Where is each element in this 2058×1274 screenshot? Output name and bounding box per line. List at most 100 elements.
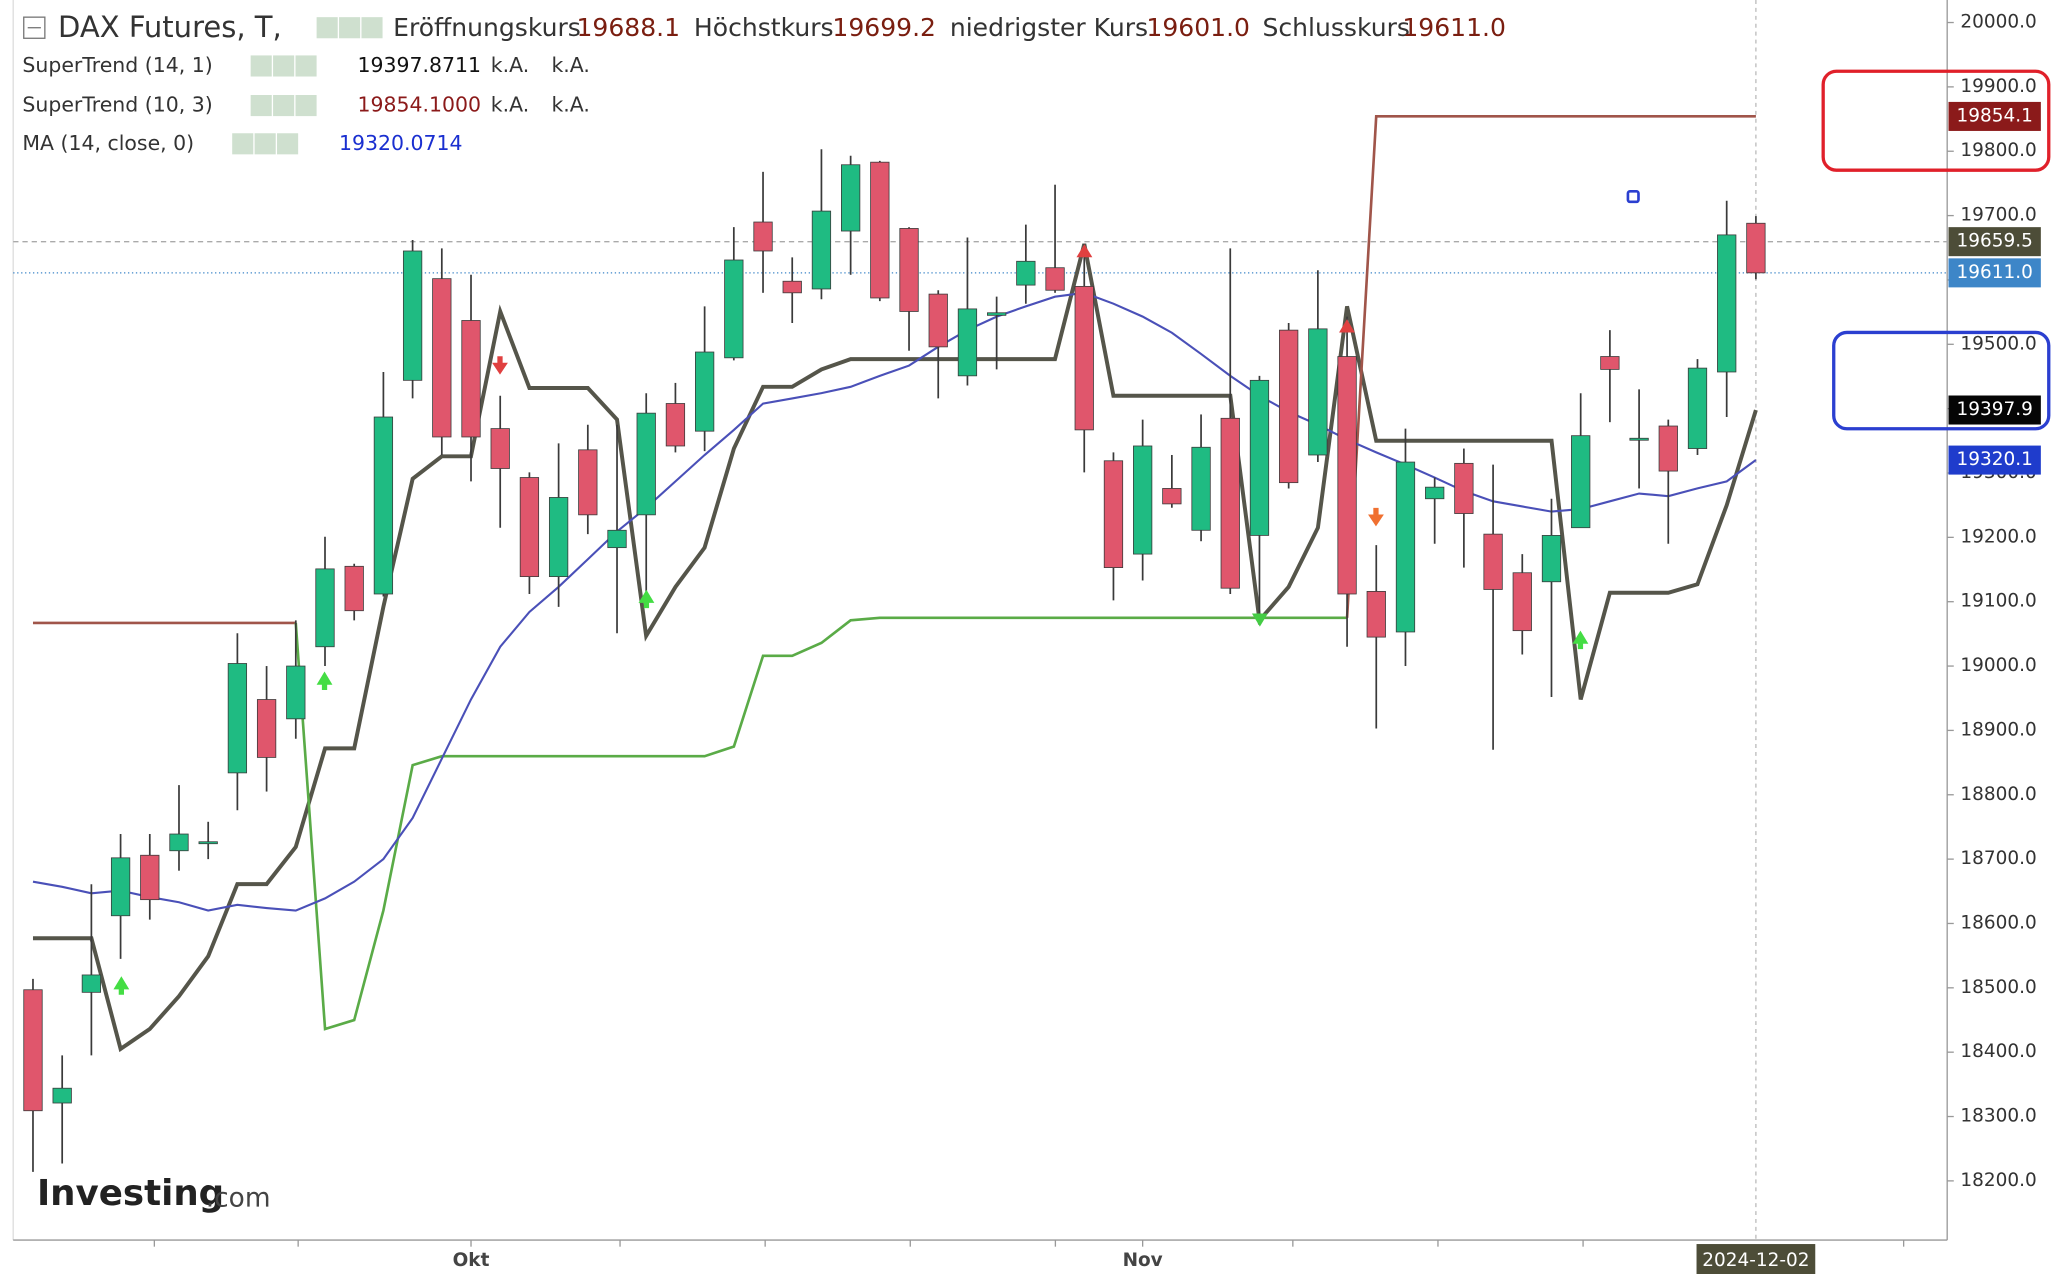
x-tick-label: Nov bbox=[1123, 1250, 1163, 1271]
price-badge bbox=[1948, 258, 2041, 288]
candle-body bbox=[753, 221, 773, 252]
price-badge-label: 19659.5 bbox=[1957, 231, 2033, 252]
candle-body bbox=[1483, 533, 1503, 590]
indicator-icon[interactable] bbox=[277, 133, 299, 155]
indicator-lines bbox=[13, 115, 1948, 1053]
legend-extra: k.A. bbox=[491, 93, 529, 117]
ohlc-value: 19699.2 bbox=[832, 13, 936, 42]
candle-body bbox=[724, 259, 744, 359]
chart-title: DAX Futures, T, bbox=[58, 10, 282, 44]
candles bbox=[23, 149, 1766, 1172]
candle-body bbox=[1308, 328, 1328, 456]
candle-body bbox=[344, 565, 364, 612]
legend-extra: k.A. bbox=[551, 93, 589, 117]
candle-body bbox=[1337, 356, 1357, 595]
candle-body bbox=[1541, 535, 1562, 583]
candle-body bbox=[1395, 461, 1416, 633]
sell-signal bbox=[1368, 507, 1384, 527]
y-tick-label: 19900.0 bbox=[1960, 76, 2036, 97]
indicator-icon[interactable] bbox=[316, 17, 338, 39]
candle-body bbox=[870, 161, 890, 299]
candle-body bbox=[169, 833, 189, 852]
candle-body bbox=[1249, 379, 1270, 536]
candle-body bbox=[1103, 460, 1124, 568]
legend-value: 19854.1000 bbox=[358, 93, 482, 117]
collapse-box[interactable] bbox=[23, 16, 46, 39]
legend-extra: k.A. bbox=[491, 53, 529, 77]
legend-name: SuperTrend (10, 3) bbox=[22, 93, 212, 117]
candle-body bbox=[1191, 446, 1211, 531]
ohlc-name: Eröffnungskurs bbox=[393, 13, 581, 42]
highlight-blue bbox=[1832, 330, 2051, 431]
sell-signal bbox=[1339, 319, 1355, 333]
indicator-line bbox=[32, 243, 1758, 1053]
candle-body bbox=[198, 841, 218, 845]
candle-body bbox=[1074, 285, 1094, 431]
candle-body bbox=[1746, 222, 1766, 274]
price-badge bbox=[1948, 395, 2041, 425]
ohlc-name: Schlusskurs bbox=[1263, 13, 1410, 42]
watermark: Investing bbox=[37, 1173, 224, 1214]
candle-body bbox=[1162, 488, 1182, 505]
price-badge bbox=[1948, 227, 2041, 257]
y-tick-label: 19700.0 bbox=[1960, 205, 2036, 226]
ohlc-value: 19688.1 bbox=[577, 13, 681, 42]
candle-body bbox=[1571, 435, 1591, 529]
candle-body bbox=[402, 250, 423, 381]
candle-body bbox=[461, 320, 481, 438]
candle-body bbox=[811, 210, 832, 290]
y-tick-label: 19500.0 bbox=[1960, 333, 2036, 354]
candle-body bbox=[548, 497, 569, 578]
candle-body bbox=[957, 308, 978, 377]
y-tick-label: 18500.0 bbox=[1960, 977, 2036, 998]
y-tick-label: 18600.0 bbox=[1960, 912, 2036, 933]
legend-value: 19320.0714 bbox=[339, 131, 463, 155]
candle-body bbox=[665, 403, 686, 447]
indicator-icon[interactable] bbox=[339, 17, 361, 39]
x-tick-label: Okt bbox=[453, 1250, 490, 1271]
x-tick-label: 2024-12-02 bbox=[1702, 1250, 1809, 1271]
candle-body bbox=[23, 989, 43, 1112]
signal-arrows bbox=[113, 244, 1589, 995]
candle-body bbox=[694, 351, 715, 432]
indicator-line bbox=[1345, 115, 1756, 618]
indicator-icon[interactable] bbox=[361, 17, 383, 39]
y-tick-label: 18800.0 bbox=[1960, 784, 2036, 805]
indicator-icon[interactable] bbox=[273, 55, 295, 77]
candle-body bbox=[432, 278, 452, 438]
indicator-icon[interactable] bbox=[295, 94, 317, 117]
y-tick-label: 19800.0 bbox=[1960, 140, 2036, 161]
y-tick-label: 18300.0 bbox=[1960, 1106, 2036, 1127]
legend-name: MA (14, close, 0) bbox=[22, 131, 194, 155]
candle-body bbox=[636, 412, 656, 516]
candle-body bbox=[256, 699, 277, 758]
x-axis-ticks bbox=[153, 1240, 1905, 1247]
legend-name: SuperTrend (14, 1) bbox=[22, 53, 212, 77]
watermark-suffix: .com bbox=[206, 1184, 271, 1214]
candle-body bbox=[286, 665, 306, 720]
candle-body bbox=[373, 416, 394, 595]
price-badge-label: 19320.1 bbox=[1957, 449, 2033, 470]
indicator-icon[interactable] bbox=[250, 55, 272, 77]
candle-body bbox=[1220, 417, 1240, 589]
indicator-icon[interactable] bbox=[232, 133, 254, 155]
candle-body bbox=[227, 663, 248, 774]
y-tick-label: 18200.0 bbox=[1960, 1170, 2036, 1191]
candle-body bbox=[490, 428, 510, 469]
indicator-icon[interactable] bbox=[250, 94, 272, 117]
indicator-icon[interactable] bbox=[295, 55, 317, 77]
ohlc-value: 19601.0 bbox=[1146, 13, 1250, 42]
indicator-icon[interactable] bbox=[254, 133, 276, 155]
ohlc-value: 19611.0 bbox=[1402, 13, 1506, 42]
candle-body bbox=[1454, 462, 1474, 514]
y-tick-label: 18400.0 bbox=[1960, 1041, 2036, 1062]
y-tick-label: 18900.0 bbox=[1960, 719, 2036, 740]
y-tick-label: 20000.0 bbox=[1960, 12, 2036, 33]
candle-body bbox=[1279, 329, 1299, 484]
candle-body bbox=[1133, 445, 1153, 555]
y-tick-label: 19000.0 bbox=[1960, 655, 2036, 676]
candle-body bbox=[1366, 591, 1386, 638]
y-axis: 18200.0 18300.0 18400.0 18500.0 18600.0 18700… bbox=[453, 12, 2041, 1274]
sell-signal bbox=[492, 356, 508, 375]
indicator-icon[interactable] bbox=[273, 94, 295, 117]
